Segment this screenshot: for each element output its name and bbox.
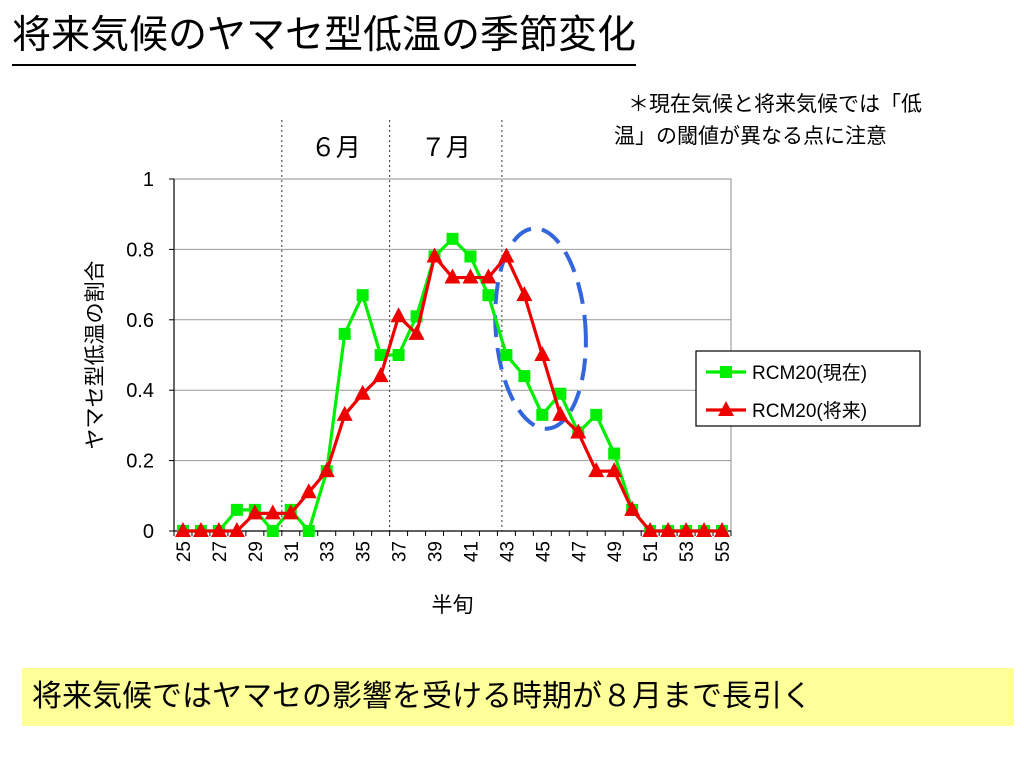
data-point <box>518 370 531 383</box>
data-point <box>390 307 407 323</box>
threshold-note: ＊現在気候と将来気候では「低 温」の閾値が異なる点に注意 <box>614 88 1010 152</box>
month-label: ６月 <box>311 133 361 162</box>
data-point <box>660 522 677 537</box>
data-point <box>678 522 695 537</box>
y-axis-title: ヤマセ型低温の割合 <box>83 261 107 450</box>
legend-marker <box>720 366 732 378</box>
data-point <box>264 504 281 520</box>
note-line-1: ＊現在気候と将来気候では「低 <box>628 92 922 116</box>
data-point <box>266 525 279 537</box>
x-tick-label: 45 <box>533 541 554 562</box>
y-tick-label: 0.4 <box>126 380 154 402</box>
data-point <box>392 349 405 361</box>
grid-lines <box>174 178 731 462</box>
data-point <box>590 408 603 421</box>
x-tick-label: 53 <box>677 541 698 562</box>
data-point <box>408 324 425 340</box>
data-point <box>372 367 389 383</box>
data-point <box>228 522 245 537</box>
data-point <box>300 483 317 499</box>
data-point <box>462 268 479 284</box>
x-tick-label: 33 <box>318 541 339 562</box>
data-point <box>552 405 569 421</box>
data-point <box>374 349 387 361</box>
data-point <box>174 522 191 537</box>
data-point <box>500 349 513 361</box>
legend-label: RCM20(将来) <box>752 400 867 422</box>
axes <box>169 178 732 536</box>
x-tick-label: 29 <box>246 541 267 562</box>
page-title: 将来気候のヤマセ型低温の季節変化 <box>12 10 637 66</box>
x-tick-label: 51 <box>641 541 662 562</box>
series-line <box>182 254 723 533</box>
data-point <box>554 387 567 400</box>
data-point <box>354 384 371 400</box>
data-point <box>336 405 353 421</box>
x-tick-label: 55 <box>713 541 734 562</box>
data-point <box>608 447 621 460</box>
x-tick-label: 37 <box>390 541 411 562</box>
x-tick-label: 49 <box>605 541 626 562</box>
data-point <box>444 268 461 284</box>
y-tick-label: 0.6 <box>126 310 154 332</box>
data-point <box>606 462 623 478</box>
annotation-layer <box>493 226 588 431</box>
data-point <box>192 522 209 537</box>
x-tick-label: 31 <box>282 541 303 562</box>
data-point <box>498 247 515 263</box>
x-axis-title: 半旬 <box>432 593 474 617</box>
data-point <box>516 286 533 302</box>
axis-labels: 0 0.2 0.4 0.6 0.8 1 25 27 29 31 33 35 37 39 41 43 45 47 49… <box>83 133 734 617</box>
data-point <box>696 522 713 537</box>
series-future <box>174 247 731 537</box>
legend: RCM20(現在) RCM20(将来) <box>695 350 921 427</box>
data-point <box>246 504 263 520</box>
data-point <box>318 462 335 478</box>
data-point <box>534 346 551 361</box>
series-layer <box>174 232 731 537</box>
data-point <box>536 408 549 421</box>
x-tick-label: 41 <box>461 541 482 562</box>
data-point <box>210 522 227 537</box>
data-point <box>426 247 443 263</box>
plot-area-frame <box>173 178 732 532</box>
data-point <box>624 500 641 516</box>
x-tick-label: 47 <box>569 541 590 562</box>
data-point <box>302 525 315 537</box>
data-point <box>480 268 497 284</box>
y-tick-label: 0.2 <box>126 451 154 473</box>
x-tick-label: 35 <box>354 541 375 562</box>
data-point <box>356 289 369 302</box>
month-label: ７月 <box>421 133 471 162</box>
data-point <box>282 504 299 520</box>
data-point <box>338 327 351 340</box>
legend-label: RCM20(現在) <box>752 362 867 384</box>
x-tick-label: 39 <box>426 541 447 562</box>
dashed-ellipse-annotation <box>493 226 588 431</box>
conclusion-banner: 将来気候ではヤマセの影響を受ける時期が８月まで長引く <box>22 668 1014 726</box>
x-tick-label: 25 <box>174 541 195 562</box>
legend-box <box>695 350 921 427</box>
legend-marker <box>718 401 734 416</box>
data-point <box>714 522 731 537</box>
data-point <box>570 423 587 439</box>
data-point <box>230 503 243 516</box>
data-point <box>482 289 495 302</box>
y-tick-label: 0 <box>143 521 154 543</box>
note-line-2: 温」の閾値が異なる点に注意 <box>614 124 887 148</box>
month-dividers <box>281 120 503 531</box>
y-tick-label: 1 <box>143 169 154 191</box>
data-point <box>446 232 459 245</box>
data-point <box>588 462 605 478</box>
x-tick-label: 27 <box>210 541 231 562</box>
data-point <box>642 522 659 537</box>
x-tick-label: 43 <box>497 541 518 562</box>
data-point <box>464 250 477 263</box>
y-tick-label: 0.8 <box>126 239 154 261</box>
